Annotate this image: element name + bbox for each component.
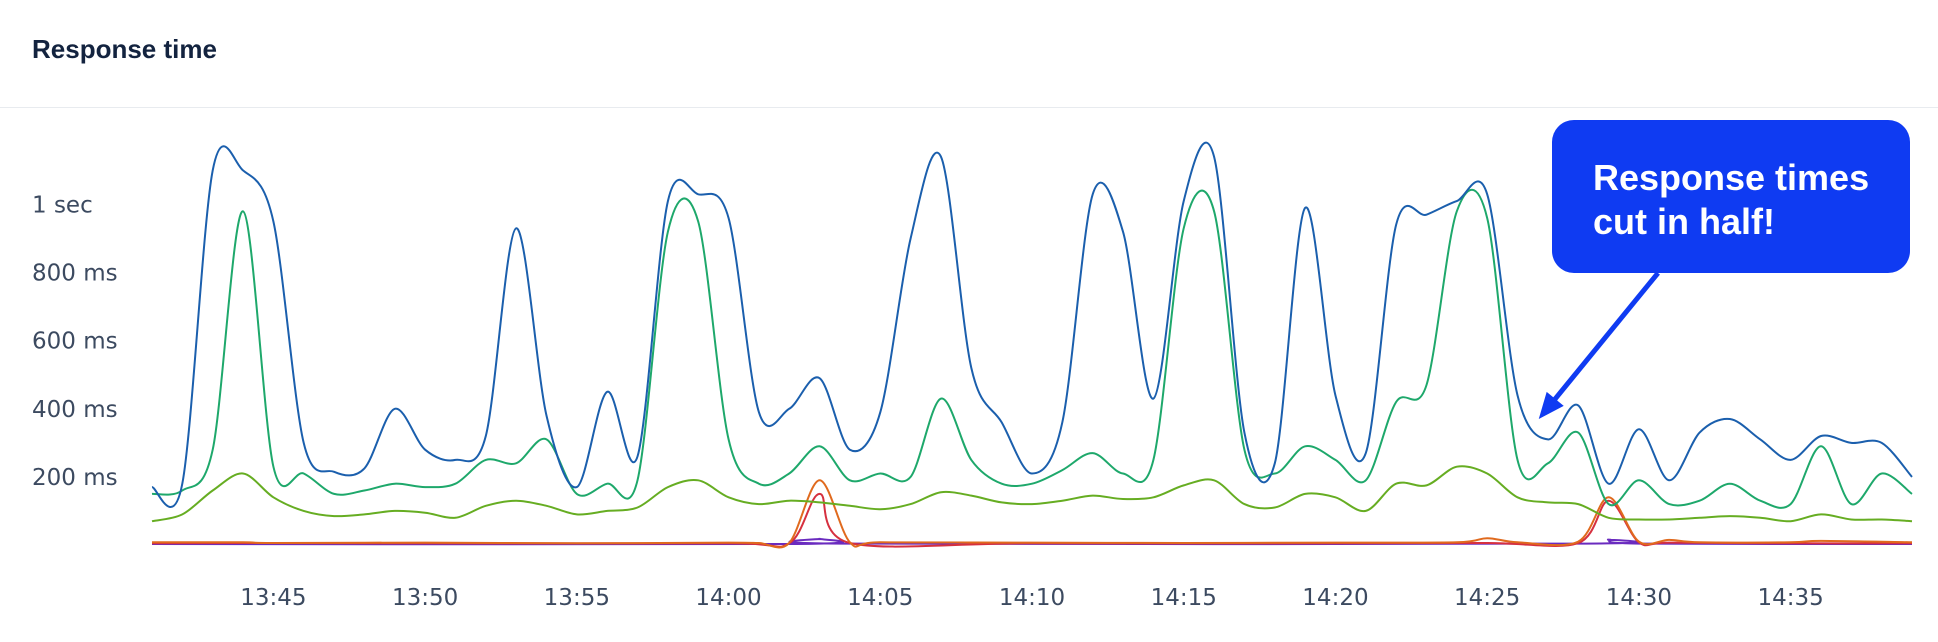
- x-tick-label: 14:05: [847, 585, 913, 611]
- x-tick-label: 14:25: [1454, 585, 1520, 611]
- x-tick-label: 14:10: [999, 585, 1065, 611]
- x-tick-label: 14:00: [695, 585, 761, 611]
- panel-header: Response time: [0, 0, 1938, 108]
- x-tick-label: 13:50: [392, 585, 458, 611]
- callout-arrow: [1538, 271, 1660, 420]
- series-line: [151, 141, 1913, 508]
- panel-title: Response time: [32, 34, 217, 64]
- series-lines: [151, 141, 1913, 549]
- callout-line-1: Response times: [1593, 157, 1870, 198]
- series-line: [151, 465, 1913, 523]
- series-line: [151, 479, 1913, 549]
- y-tick-label: 400 ms: [32, 397, 118, 423]
- x-axis: 13:45 13:50 13:55 14:00 14:05 14:10 14:15 14:20…: [240, 585, 1824, 611]
- y-tick-label: 600 ms: [32, 329, 118, 355]
- x-tick-label: 13:55: [544, 585, 610, 611]
- arrow-head: [1538, 391, 1564, 420]
- callout-box: Response times cut in half!: [1552, 120, 1910, 273]
- callout-line-2: cut in half!: [1593, 201, 1775, 242]
- x-tick-label: 14:35: [1757, 585, 1823, 611]
- x-tick-label: 14:20: [1302, 585, 1368, 611]
- series-line: [151, 188, 1913, 509]
- y-tick-label: 200 ms: [32, 465, 118, 491]
- y-axis: 200 ms 400 ms 600 ms 800 ms 1 sec: [32, 193, 118, 491]
- y-tick-label: 1 sec: [32, 193, 93, 219]
- x-tick-label: 13:45: [240, 585, 306, 611]
- arrow-shaft: [1548, 271, 1660, 407]
- y-tick-label: 800 ms: [32, 261, 118, 287]
- x-tick-label: 14:30: [1606, 585, 1672, 611]
- x-tick-label: 14:15: [1151, 585, 1217, 611]
